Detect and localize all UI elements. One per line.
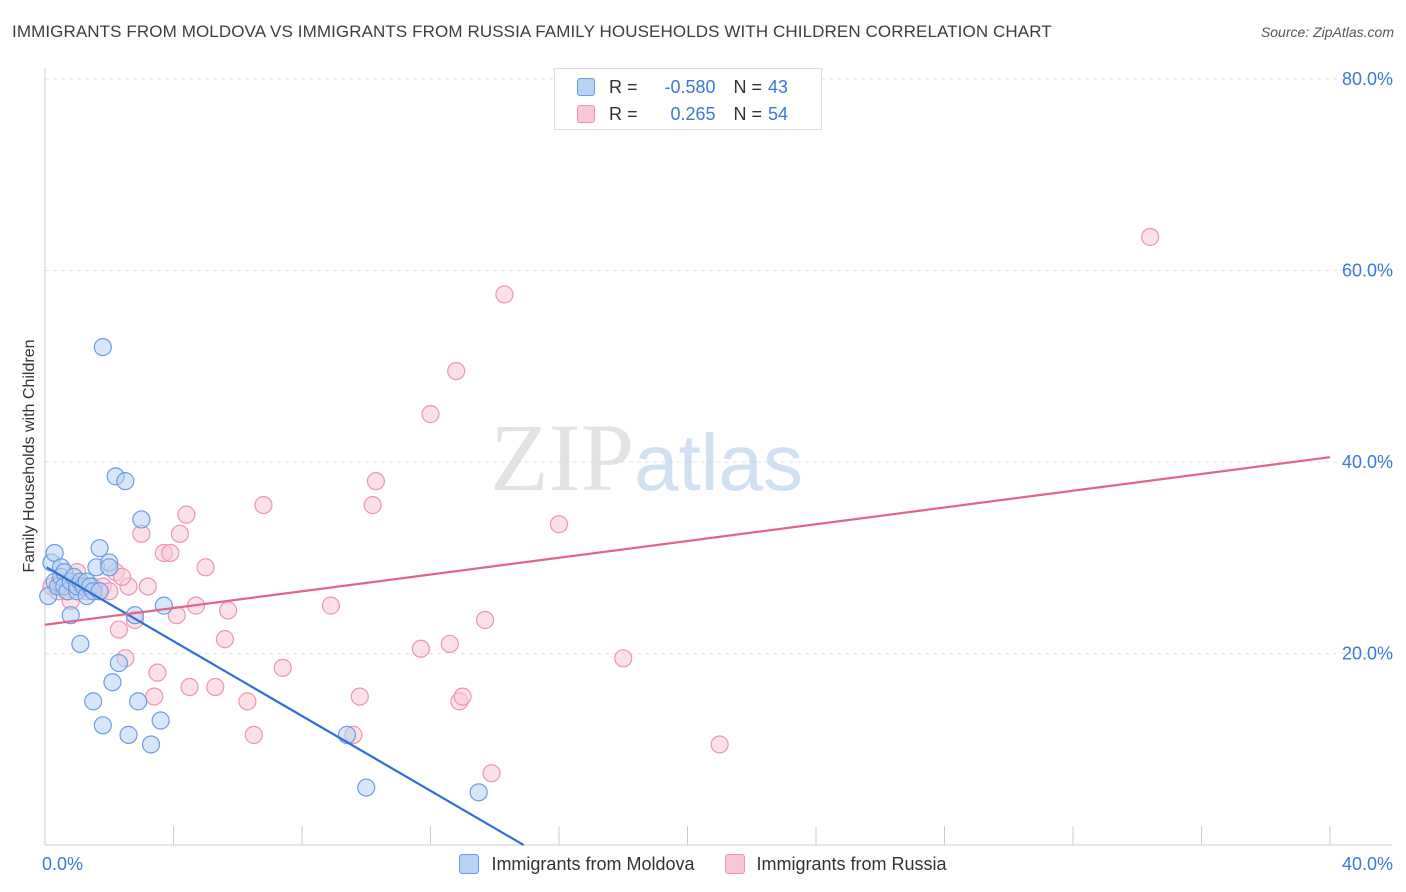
legend-label-russia: Immigrants from Russia xyxy=(756,853,947,874)
moldova-point-42 xyxy=(357,778,376,797)
russia-trend-line xyxy=(44,456,1331,626)
x-tick-label-40: 40.0% xyxy=(1342,854,1393,874)
russia-point-31 xyxy=(244,725,263,744)
r-label: R = xyxy=(609,76,638,97)
moldova-point-37 xyxy=(132,510,151,529)
moldova-point-32 xyxy=(109,653,128,673)
legend-label-moldova: Immigrants from Moldova xyxy=(491,853,695,874)
russia-point-26 xyxy=(196,558,215,577)
moldova-point-40 xyxy=(154,596,173,615)
russia-point-28 xyxy=(215,630,234,649)
russia-point-18 xyxy=(148,663,167,682)
russia-point-40 xyxy=(421,405,440,424)
russia-point-48 xyxy=(549,515,569,534)
grid-lines xyxy=(45,78,1392,654)
russia-point-33 xyxy=(273,658,292,677)
moldova-point-29 xyxy=(100,558,119,577)
stats-row-moldova: R = -0.580 N = 43 xyxy=(577,75,788,99)
russia-point-50 xyxy=(710,735,729,754)
russia-point-51 xyxy=(1140,227,1160,247)
moldova-point-11 xyxy=(61,606,80,625)
x-tick-label-0: 0.0% xyxy=(42,854,83,874)
trend-lines xyxy=(44,456,1331,846)
moldova-r-value: -0.580 xyxy=(664,76,716,97)
russia-point-53 xyxy=(112,567,132,587)
russia-point-36 xyxy=(350,687,369,706)
moldova-n-value: 43 xyxy=(768,76,789,97)
russia-point-39 xyxy=(411,639,430,658)
russia-point-32 xyxy=(254,495,273,515)
r-label: R = xyxy=(609,103,638,124)
watermark: ZIP atlas xyxy=(490,404,803,511)
moldova-point-30 xyxy=(103,673,122,692)
russia-point-30 xyxy=(238,692,257,711)
moldova-series xyxy=(39,338,488,802)
moldova-point-24 xyxy=(90,539,109,558)
russia-swatch xyxy=(577,105,595,123)
russia-point-20 xyxy=(161,543,180,563)
source-credit: Source: ZipAtlas.com xyxy=(1260,24,1394,40)
russia-point-29 xyxy=(219,601,238,620)
russia-point-49 xyxy=(614,649,633,668)
tick-labels: 20.0% 40.0% 60.0% 80.0% 0.0% 40.0% xyxy=(42,69,1393,874)
moldova-point-16 xyxy=(71,634,90,654)
russia-point-42 xyxy=(447,361,466,381)
chart-title: IMMIGRANTS FROM MOLDOVA VS IMMIGRANTS FR… xyxy=(12,22,1052,41)
watermark-atlas: atlas xyxy=(634,418,803,507)
legend-item-moldova[interactable]: Immigrants from Moldova xyxy=(459,853,695,875)
moldova-point-22 xyxy=(84,692,103,711)
n-label: N = xyxy=(733,76,763,97)
legend-swatch-russia xyxy=(724,854,745,874)
y-tick-label-80: 80.0% xyxy=(1342,69,1393,89)
moldova-point-27 xyxy=(93,716,112,735)
n-label: N = xyxy=(733,103,763,124)
moldova-point-26 xyxy=(93,338,112,357)
russia-point-16 xyxy=(138,577,157,596)
russia-point-45 xyxy=(476,610,495,630)
stats-legend-box: R = -0.580 N = 43 R = 0.265 N = 54 xyxy=(554,68,822,130)
moldova-point-36 xyxy=(129,692,148,711)
moldova-point-33 xyxy=(116,472,135,491)
legend-swatch-moldova xyxy=(459,854,480,874)
moldova-swatch xyxy=(577,78,595,96)
y-tick-label-40: 40.0% xyxy=(1342,452,1393,472)
legend-item-russia[interactable]: Immigrants from Russia xyxy=(724,853,947,875)
y-tick-label-20: 20.0% xyxy=(1342,644,1393,664)
moldova-point-41 xyxy=(337,725,357,744)
russia-point-11 xyxy=(109,620,128,639)
russia-r-value: 0.265 xyxy=(670,103,716,124)
moldova-point-43 xyxy=(469,783,488,802)
russia-point-27 xyxy=(206,677,225,697)
stats-row-russia: R = 0.265 N = 54 xyxy=(577,102,788,126)
russia-point-47 xyxy=(495,285,514,304)
russia-point-44 xyxy=(453,687,472,706)
russia-point-38 xyxy=(366,472,385,491)
russia-point-23 xyxy=(177,505,196,524)
watermark-zip: ZIP xyxy=(490,404,634,511)
russia-n-value: 54 xyxy=(768,103,789,124)
russia-point-17 xyxy=(145,687,164,706)
axes xyxy=(44,68,1392,846)
moldova-point-39 xyxy=(151,711,170,730)
russia-point-34 xyxy=(321,596,341,615)
chart-legend: Immigrants from Moldova Immigrants from … xyxy=(0,852,1406,876)
russia-point-37 xyxy=(363,495,382,515)
russia-point-41 xyxy=(440,634,459,654)
russia-point-46 xyxy=(482,764,501,783)
moldova-point-38 xyxy=(141,735,161,754)
russia-point-24 xyxy=(180,677,199,697)
moldova-point-34 xyxy=(119,725,138,744)
russia-point-22 xyxy=(170,524,190,543)
y-tick-label-60: 60.0% xyxy=(1342,261,1393,281)
